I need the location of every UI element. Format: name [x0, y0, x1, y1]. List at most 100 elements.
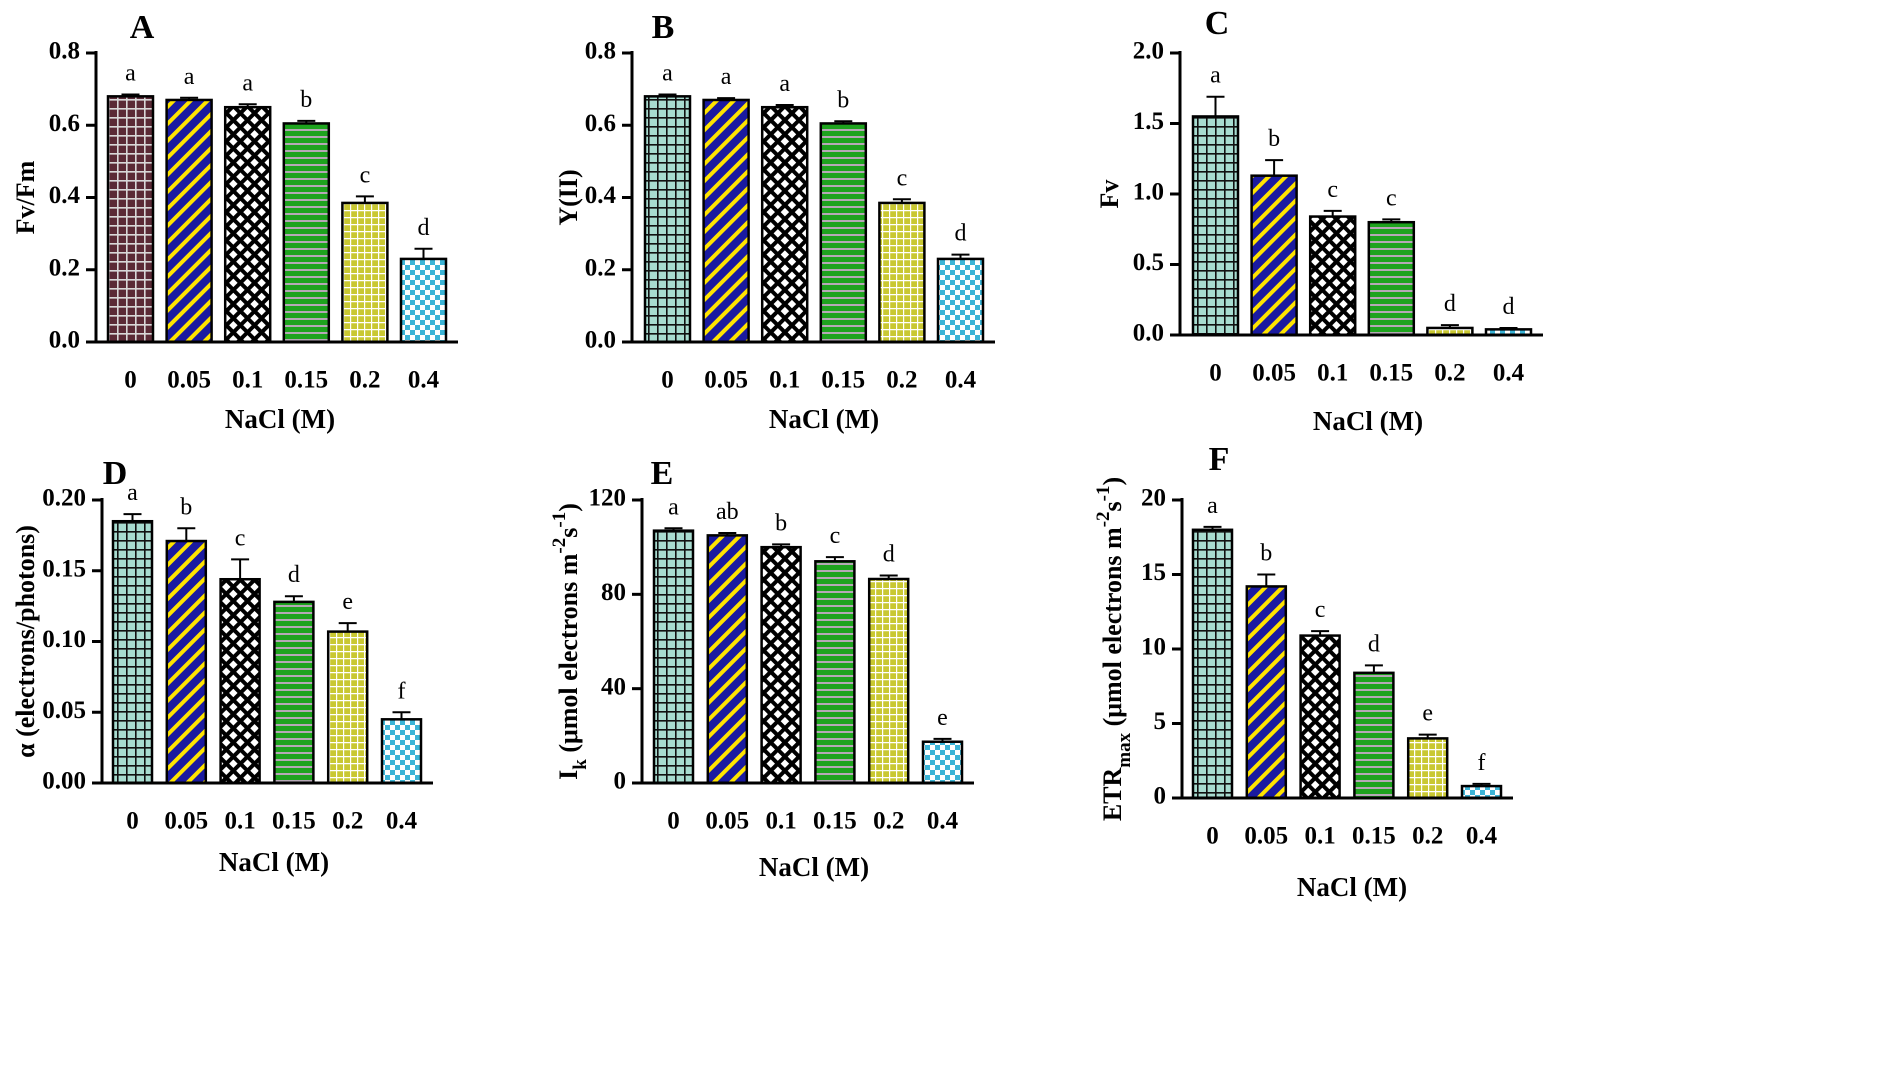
y-tick-label: 120 — [589, 485, 627, 512]
significance-label: c — [1315, 597, 1326, 623]
x-tick-label: 0.05 — [164, 808, 208, 835]
significance-label: a — [662, 61, 673, 87]
y-axis-label-part: -1 — [549, 512, 570, 528]
significance-label: ab — [716, 499, 739, 525]
bar — [760, 105, 809, 344]
x-tick-label: 0.2 — [1434, 360, 1465, 387]
panel-letter: B — [652, 9, 675, 46]
x-tick-label: 0.05 — [705, 808, 749, 835]
x-tick-label: 0 — [126, 808, 139, 835]
panel-b: B 0.0 0.2 0.4 0.6 0.8 a 0 a 0.05 a 0.1 b 0.15 c 0.2 d 0.4… — [554, 9, 995, 434]
significance-label: a — [242, 70, 253, 96]
y-tick-label: 2.0 — [1133, 38, 1164, 65]
x-tick-label: 0.15 — [1369, 360, 1413, 387]
panel-letter: E — [651, 455, 674, 492]
bar — [1406, 737, 1449, 800]
significance-label: d — [883, 541, 895, 567]
x-axis-label: NaCl (M) — [1313, 406, 1423, 436]
x-tick-label: 0.2 — [873, 808, 904, 835]
y-axis-label-part: α (electrons/photons) — [11, 525, 40, 758]
bar — [165, 98, 213, 344]
bar — [867, 577, 910, 785]
bar — [341, 201, 389, 344]
x-tick-label: 0.15 — [821, 367, 865, 394]
y-tick-label: 0.15 — [42, 555, 86, 582]
x-axis-label: NaCl (M) — [759, 852, 869, 882]
x-tick-label: 0.15 — [284, 367, 328, 394]
x-tick-label: 0.2 — [886, 367, 917, 394]
x-tick-label: 0.1 — [765, 808, 796, 835]
y-tick-label: 1.0 — [1133, 179, 1164, 206]
y-tick-label: 0.10 — [42, 626, 86, 653]
x-tick-label: 0 — [1209, 360, 1222, 387]
significance-label: d — [1368, 631, 1380, 657]
significance-label: c — [897, 165, 908, 191]
bar — [380, 718, 423, 785]
x-tick-label: 0.15 — [272, 808, 316, 835]
x-tick-label: 0.2 — [1412, 823, 1443, 850]
significance-label: a — [668, 494, 679, 520]
y-tick-label: 0.6 — [585, 110, 616, 137]
y-tick-label: 0.20 — [42, 485, 86, 512]
x-tick-label: 0.2 — [349, 367, 380, 394]
y-axis-label: Ik (μmol electrons m-2s-1) — [549, 503, 591, 780]
x-tick-label: 0.05 — [1252, 360, 1296, 387]
y-axis-label-part: I — [554, 770, 583, 780]
x-tick-label: 0.1 — [769, 367, 800, 394]
bar — [706, 534, 749, 785]
significance-label: a — [1207, 493, 1218, 519]
y-tick-label: 15 — [1141, 559, 1166, 586]
y-tick-label: 0.4 — [585, 182, 617, 209]
bar — [273, 600, 315, 785]
significance-label: d — [418, 215, 430, 241]
x-axis-label: NaCl (M) — [219, 847, 329, 877]
bar — [652, 529, 695, 785]
x-tick-label: 0.1 — [224, 808, 255, 835]
y-tick-label: 0.0 — [585, 327, 616, 354]
y-tick-label: 20 — [1141, 485, 1166, 512]
significance-label: b — [1260, 541, 1272, 567]
x-tick-label: 0 — [661, 367, 674, 394]
x-tick-label: 0 — [667, 808, 680, 835]
bar — [819, 122, 868, 344]
significance-label: b — [1268, 126, 1280, 152]
significance-label: b — [837, 87, 849, 113]
significance-label: b — [775, 510, 787, 536]
y-axis-label: Fv — [1095, 180, 1124, 209]
y-tick-label: 10 — [1141, 634, 1166, 661]
x-tick-label: 0.1 — [232, 367, 263, 394]
significance-label: c — [830, 523, 841, 549]
y-tick-label: 0.0 — [1133, 320, 1164, 347]
y-axis-label: Fv/Fm — [11, 160, 40, 234]
panel-e: E 0 40 80 120 a 0 ab 0.05 b 0.1 c 0.15 d 0.2 e 0.4 NaCl (… — [549, 455, 974, 882]
y-tick-label: 0.2 — [585, 254, 616, 281]
significance-label: f — [1478, 750, 1486, 776]
y-axis-label-part: -2 — [549, 538, 570, 554]
bar — [1191, 528, 1234, 800]
x-tick-label: 0.1 — [1304, 823, 1335, 850]
x-tick-label: 0.15 — [1352, 823, 1396, 850]
significance-label: e — [937, 705, 948, 731]
y-axis-label-part: (μmol electrons m — [1098, 527, 1127, 733]
bar — [814, 560, 856, 785]
bar — [1308, 215, 1357, 337]
x-tick-label: 0.4 — [1493, 360, 1525, 387]
bar — [326, 630, 369, 785]
y-tick-label: 80 — [601, 579, 626, 606]
x-tick-label: 0.4 — [927, 808, 959, 835]
x-tick-label: 0.15 — [813, 808, 857, 835]
y-axis-label: α (electrons/photons) — [11, 525, 40, 758]
significance-label: b — [180, 494, 192, 520]
bar — [106, 95, 155, 344]
bar — [1250, 174, 1298, 337]
y-axis-label: ETRmax (μmol electrons m-2s-1) — [1093, 477, 1135, 821]
y-tick-label: 0.5 — [1133, 249, 1164, 276]
significance-label: c — [360, 162, 371, 188]
y-tick-label: 0.00 — [42, 768, 86, 795]
significance-label: f — [398, 678, 406, 704]
significance-label: c — [1327, 177, 1338, 203]
significance-label: c — [1386, 185, 1397, 211]
y-tick-label: 0 — [614, 768, 627, 795]
bar — [399, 257, 448, 344]
